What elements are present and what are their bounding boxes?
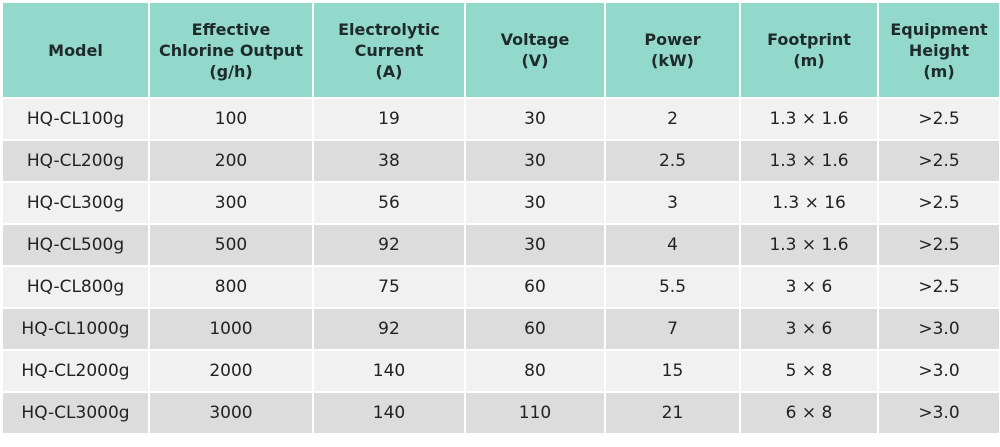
cell-voltage: 30 bbox=[464, 97, 606, 141]
cell-power: 2.5 bbox=[604, 139, 741, 183]
cell-footprint: 1.3 × 1.6 bbox=[739, 139, 879, 183]
cell-power: 3 bbox=[604, 181, 741, 225]
table-row: HQ-CL2000g 2000 140 80 15 5 × 8 >3.0 bbox=[1, 349, 1000, 393]
header-model: Model bbox=[1, 1, 150, 99]
cell-height: >3.0 bbox=[877, 349, 1000, 393]
table-row: HQ-CL3000g 3000 140 110 21 6 × 8 >3.0 bbox=[1, 391, 1000, 435]
cell-footprint: 3 × 6 bbox=[739, 265, 879, 309]
cell-current: 38 bbox=[312, 139, 466, 183]
cell-chlorine-output: 1000 bbox=[148, 307, 314, 351]
cell-footprint: 1.3 × 16 bbox=[739, 181, 879, 225]
cell-model: HQ-CL100g bbox=[1, 97, 150, 141]
cell-height: >3.0 bbox=[877, 391, 1000, 435]
cell-model: HQ-CL300g bbox=[1, 181, 150, 225]
table-row: HQ-CL100g 100 19 30 2 1.3 × 1.6 >2.5 bbox=[1, 97, 1000, 141]
cell-chlorine-output: 2000 bbox=[148, 349, 314, 393]
cell-model: HQ-CL2000g bbox=[1, 349, 150, 393]
header-power: Power (kW) bbox=[604, 1, 741, 99]
cell-voltage: 30 bbox=[464, 223, 606, 267]
cell-chlorine-output: 500 bbox=[148, 223, 314, 267]
cell-footprint: 1.3 × 1.6 bbox=[739, 223, 879, 267]
cell-model: HQ-CL1000g bbox=[1, 307, 150, 351]
specification-table: Model Effective Chlorine Output (g/h) El… bbox=[1, 1, 1000, 435]
cell-voltage: 80 bbox=[464, 349, 606, 393]
cell-power: 5.5 bbox=[604, 265, 741, 309]
cell-model: HQ-CL3000g bbox=[1, 391, 150, 435]
header-electrolytic-current: Electrolytic Current (A) bbox=[312, 1, 466, 99]
header-voltage: Voltage (V) bbox=[464, 1, 606, 99]
cell-current: 92 bbox=[312, 223, 466, 267]
header-effective-chlorine-output: Effective Chlorine Output (g/h) bbox=[148, 1, 314, 99]
header-footprint: Footprint (m) bbox=[739, 1, 879, 99]
cell-footprint: 5 × 8 bbox=[739, 349, 879, 393]
table-body: HQ-CL100g 100 19 30 2 1.3 × 1.6 >2.5 HQ-… bbox=[1, 97, 1000, 435]
cell-power: 21 bbox=[604, 391, 741, 435]
header-equipment-height: Equipment Height (m) bbox=[877, 1, 1000, 99]
cell-chlorine-output: 100 bbox=[148, 97, 314, 141]
table-row: HQ-CL800g 800 75 60 5.5 3 × 6 >2.5 bbox=[1, 265, 1000, 309]
cell-model: HQ-CL500g bbox=[1, 223, 150, 267]
cell-height: >2.5 bbox=[877, 265, 1000, 309]
cell-voltage: 60 bbox=[464, 307, 606, 351]
table-row: HQ-CL200g 200 38 30 2.5 1.3 × 1.6 >2.5 bbox=[1, 139, 1000, 183]
table-row: HQ-CL500g 500 92 30 4 1.3 × 1.6 >2.5 bbox=[1, 223, 1000, 267]
cell-height: >2.5 bbox=[877, 223, 1000, 267]
cell-power: 4 bbox=[604, 223, 741, 267]
cell-current: 140 bbox=[312, 391, 466, 435]
cell-voltage: 110 bbox=[464, 391, 606, 435]
cell-power: 15 bbox=[604, 349, 741, 393]
header-row: Model Effective Chlorine Output (g/h) El… bbox=[1, 1, 1000, 99]
cell-current: 75 bbox=[312, 265, 466, 309]
table-row: HQ-CL1000g 1000 92 60 7 3 × 6 >3.0 bbox=[1, 307, 1000, 351]
cell-power: 2 bbox=[604, 97, 741, 141]
cell-current: 140 bbox=[312, 349, 466, 393]
cell-height: >2.5 bbox=[877, 139, 1000, 183]
cell-footprint: 3 × 6 bbox=[739, 307, 879, 351]
cell-current: 19 bbox=[312, 97, 466, 141]
cell-model: HQ-CL800g bbox=[1, 265, 150, 309]
cell-height: >3.0 bbox=[877, 307, 1000, 351]
table-header: Model Effective Chlorine Output (g/h) El… bbox=[1, 1, 1000, 99]
cell-current: 92 bbox=[312, 307, 466, 351]
cell-model: HQ-CL200g bbox=[1, 139, 150, 183]
cell-voltage: 60 bbox=[464, 265, 606, 309]
cell-chlorine-output: 300 bbox=[148, 181, 314, 225]
cell-footprint: 6 × 8 bbox=[739, 391, 879, 435]
cell-height: >2.5 bbox=[877, 181, 1000, 225]
cell-voltage: 30 bbox=[464, 139, 606, 183]
cell-height: >2.5 bbox=[877, 97, 1000, 141]
cell-chlorine-output: 3000 bbox=[148, 391, 314, 435]
cell-chlorine-output: 200 bbox=[148, 139, 314, 183]
cell-power: 7 bbox=[604, 307, 741, 351]
cell-current: 56 bbox=[312, 181, 466, 225]
cell-footprint: 1.3 × 1.6 bbox=[739, 97, 879, 141]
table-row: HQ-CL300g 300 56 30 3 1.3 × 16 >2.5 bbox=[1, 181, 1000, 225]
cell-chlorine-output: 800 bbox=[148, 265, 314, 309]
cell-voltage: 30 bbox=[464, 181, 606, 225]
